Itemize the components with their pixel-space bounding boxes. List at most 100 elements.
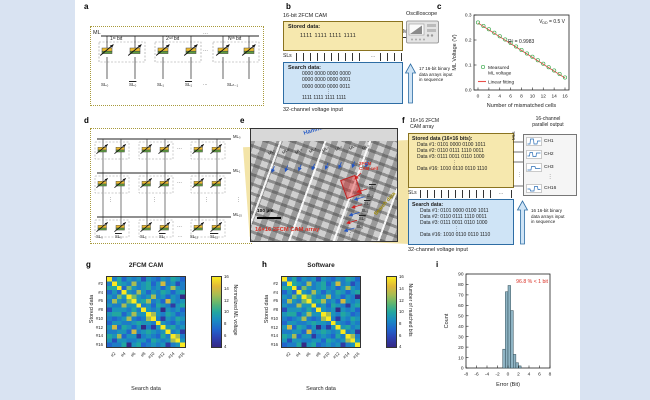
heatmap-h-colorbar-ticks: 16 14 12 10 8 6 4 <box>399 274 411 350</box>
sl-bar-label: SL₀ <box>115 234 122 239</box>
dots: ⋯ <box>366 53 380 61</box>
dots: ⋯ <box>177 180 182 186</box>
histogram-bar <box>518 365 522 369</box>
y-tick-label: 30 <box>458 334 464 340</box>
data-point <box>497 34 502 39</box>
search-line: Data #2: 0110 0111 1110 0011 <box>420 214 487 221</box>
panel-g-label: g <box>86 260 91 269</box>
sl-bar-label: SL₁ <box>159 234 166 239</box>
panel-b-title: 16-bit 2FCM CAM <box>283 13 328 19</box>
dots: ⋯ <box>203 82 208 87</box>
y-tick-label: 0 <box>461 366 464 372</box>
heatmap-g-ylabel: Stored data <box>89 294 95 324</box>
ytick-label: #2 <box>98 280 103 286</box>
histogram-bar <box>513 354 517 369</box>
scalebar-label: 100 μm <box>257 209 274 214</box>
data-point <box>508 40 513 46</box>
sl1-label: SL₁ <box>157 82 165 87</box>
ytick-label: #12 <box>270 324 278 330</box>
heatmap-g-colorbar-ticks: 16 14 12 10 8 6 4 <box>224 274 236 349</box>
dots: ⋯ <box>177 146 182 152</box>
sls-label: SLs <box>283 53 292 59</box>
panel-b-bottom: 32-channel voltage input <box>283 107 343 113</box>
x-tick-label: 8 <box>549 372 552 378</box>
sl-arrow <box>346 219 358 225</box>
vdots: ⋮ <box>236 197 241 203</box>
cam-cell-arrow <box>354 172 362 180</box>
sl-arrow <box>353 196 365 201</box>
ml-arrow <box>298 164 302 172</box>
colorbar-tick-label: 10 <box>399 309 404 315</box>
x-tick-label: -8 <box>464 372 469 378</box>
stored-line: Data #16: 1010 0110 0110 1110 <box>417 165 488 172</box>
panel-h-label: h <box>262 260 267 269</box>
colorbar-tick-label: 14 <box>399 285 404 291</box>
bit1-label: 1ˢᵗ bit <box>110 36 123 42</box>
ml-arrow <box>338 162 342 169</box>
heatmap-g-colorbar-label: Normalized ML voltage <box>232 284 238 336</box>
panel-d-circuit: ML₀ ML₁ ML₁₅ ⋯ ⋯ ⋯ ⋮ ⋮ ⋮ ⋮ SL₀ SL₀ SL₁ S… <box>90 128 252 244</box>
bit2-label: 2ⁿᵈ bit <box>166 36 180 42</box>
panel-i-label: i <box>436 260 439 269</box>
data-point <box>552 68 557 73</box>
search-line: 0000 0000 0000 0001 <box>302 77 351 84</box>
sl-wires: ⋯ <box>420 190 514 198</box>
ml-arrow <box>324 162 329 170</box>
sl0-label: SL₀ <box>101 82 109 87</box>
sl-bar-label: SL₁₅ <box>210 234 219 239</box>
x-tick-label: 0 <box>507 372 510 378</box>
accuracy-annotation: 96.8 % < 1 bit <box>516 279 548 285</box>
ytick-label: #16 <box>270 342 278 347</box>
histogram-bar <box>515 362 519 369</box>
cam-cell-label: 2FCM CAM cell <box>359 161 379 171</box>
panel-f-bottom: 32-channel voltage input <box>408 247 468 253</box>
input-note: 17 16-bit binary data arrays input in se… <box>419 66 453 83</box>
ytick-label: #8 <box>273 307 278 312</box>
x-tick-label: 12 <box>541 94 547 100</box>
ytick-label: #2 <box>273 280 278 286</box>
search-data-box: Search data: Data #1: 0101 0000 0100 101… <box>408 199 514 245</box>
colorbar-tick-label: 12 <box>224 297 229 303</box>
x-axis-label: Error (Bit) <box>496 382 520 388</box>
dots: ⋯ <box>203 48 208 54</box>
x-tick-label: 6 <box>538 372 541 378</box>
output-channels-box: CH1 CH2 CH3 ⋮ CH16 <box>523 134 577 196</box>
sl-label: SL₀ <box>366 192 374 198</box>
vdots: ⋮ <box>347 232 352 238</box>
colorbar-tick-label: 4 <box>399 344 402 350</box>
sl-arrow <box>351 204 363 209</box>
colorbar-tick-label: 16 <box>224 274 229 280</box>
data-point <box>530 54 535 59</box>
vdots: ⋮ <box>204 197 209 203</box>
data-point <box>475 20 481 25</box>
y-axis-label: ML Voltage (V) <box>452 34 458 70</box>
r2-annotation: R² = 0.9983 <box>508 39 534 45</box>
ml-wires: ⋮ <box>513 141 523 187</box>
dots: ⋯ <box>177 224 182 230</box>
histogram-bar <box>507 285 511 369</box>
ytick-label: #10 <box>95 315 103 321</box>
colorbar-tick-label: 14 <box>224 285 229 291</box>
legend-label: Linear fitting <box>488 80 514 86</box>
colorbar-tick-label: 6 <box>399 332 402 338</box>
x-tick-label: 4 <box>528 372 531 378</box>
heatmap-g-xticks: #2 #4 #6 #8 #10 #12 #14 #16 <box>107 350 185 370</box>
y-tick-label: 50 <box>458 313 464 319</box>
colorbar-tick-label: 6 <box>224 332 227 338</box>
heatmap-g-yticks: #2 #4 #6 #8 #10 #12 #14 #16 <box>77 277 105 347</box>
colorbar-tick-label: 10 <box>224 309 229 315</box>
ytick-label: #6 <box>273 298 278 304</box>
slN-label: SLₙ₋₁ <box>227 82 239 87</box>
heatmap-g-colorbar <box>211 276 222 348</box>
y-tick-label: 10 <box>458 355 464 361</box>
stored-data-title: Stored data (16×16 bits): <box>412 136 473 142</box>
heatmap-h-title: Software <box>307 262 335 269</box>
sl-label: SL₂ <box>356 224 364 229</box>
legend-label: ML voltage <box>488 71 512 77</box>
sl1-bar-label: SL₁ <box>185 82 193 87</box>
ml-wire <box>403 37 408 38</box>
stored-data-box: Stored data: 1111 1111 1111 1111 <box>283 21 403 51</box>
heatmap-h-xticks: #2 #4 #6 #8 #10 #12 #14 #16 <box>282 350 360 370</box>
ml0-label: ML₀ <box>233 134 241 139</box>
stored-data-title: Stored data: <box>288 24 321 30</box>
